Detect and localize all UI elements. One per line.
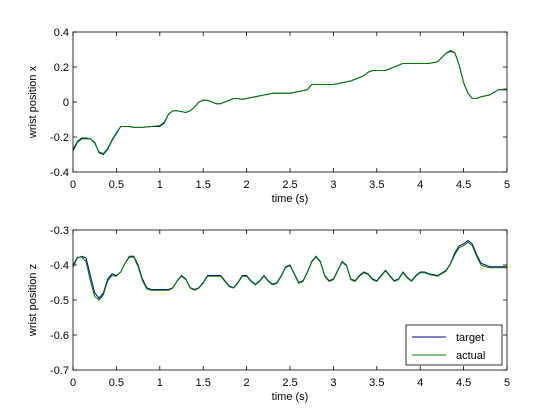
legend: target actual	[405, 324, 503, 366]
x-tick-label: 3.5	[369, 179, 384, 191]
x-tick-label: 3	[330, 377, 336, 389]
y-tick-label: -0.2	[50, 132, 69, 144]
y-tick-label: -0.5	[50, 295, 69, 307]
x-tick-label: 0	[70, 179, 76, 191]
x-tick-label: 2	[244, 377, 250, 389]
x-tick-label: 3.5	[369, 377, 384, 389]
x-tick-label: 4.5	[456, 179, 471, 191]
x-tick-label: 2.5	[282, 179, 297, 191]
y-axis-label: wrist position x	[27, 65, 39, 139]
x-tick-label: 2	[244, 179, 250, 191]
x-tick-label: 4	[417, 179, 423, 191]
x-tick-label: 2.5	[282, 377, 297, 389]
y-tick-label: -0.4	[50, 167, 69, 179]
x-tick-label: 1	[157, 179, 163, 191]
y-tick-label: -0.6	[50, 330, 69, 342]
y-tick-label: 0	[63, 97, 69, 109]
x-tick-label: 0	[70, 377, 76, 389]
series-line-target	[72, 239, 507, 300]
x-tick-label: 3	[330, 179, 336, 191]
x-axis-label: time (s)	[272, 391, 309, 403]
x-tick-label: 4.5	[456, 377, 471, 389]
y-tick-label: 0.4	[54, 27, 69, 39]
legend-box	[405, 324, 503, 366]
y-tick-label: 0.2	[54, 62, 69, 74]
y-tick-label: -0.7	[50, 365, 69, 377]
x-tick-label: 1.5	[196, 179, 211, 191]
x-tick-label: 5	[504, 377, 510, 389]
y-axis-label: wrist position z	[27, 264, 39, 337]
plot-area	[73, 32, 507, 172]
y-tick-label: -0.4	[50, 260, 69, 272]
x-tick-label: 5	[504, 179, 510, 191]
legend-label-target: target	[456, 332, 484, 344]
series-line-actual	[72, 49, 508, 155]
x-tick-label: 4	[417, 377, 423, 389]
x-tick-label: 1.5	[196, 377, 211, 389]
legend-label-actual: actual	[456, 350, 485, 362]
y-tick-label: -0.3	[50, 225, 69, 237]
chart-wrist-position-z: 0 0.5 1 1.5 2 2.5 3 3.5 4 4.5 5 -0.3 -0.4 -0.5 -0.6 -0.…	[27, 225, 510, 403]
x-tick-label: 1	[157, 377, 163, 389]
x-tick-label: 0.5	[109, 377, 124, 389]
x-axis-label: time (s)	[272, 193, 309, 205]
chart-wrist-position-x: 0 0.5 1 1.5 2 2.5 3 3.5 4 4.5 5 0.4 0.2 0 -0.2 -0.4 time…	[27, 27, 510, 205]
x-tick-label: 0.5	[109, 179, 124, 191]
series-line-actual	[72, 241, 507, 301]
